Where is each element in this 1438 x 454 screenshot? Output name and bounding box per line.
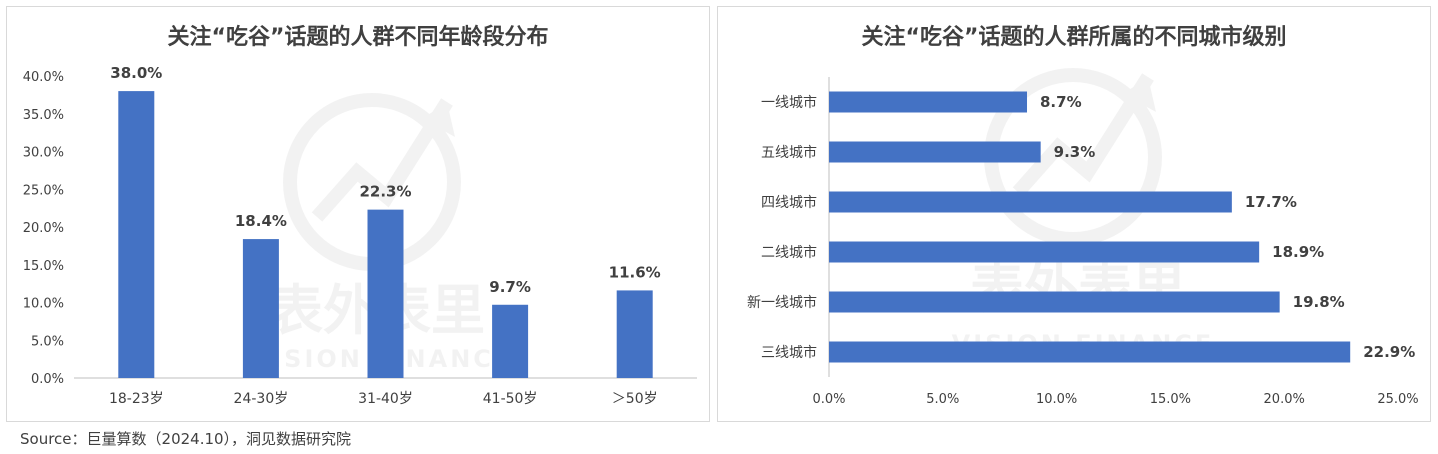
x-tick-label: 20.0% (1264, 392, 1305, 407)
y-tick-label: 25.0% (23, 183, 64, 198)
bar (616, 290, 653, 378)
x-tick-label: 15.0% (1150, 392, 1191, 407)
x-tick-label: ＞50岁 (612, 391, 658, 407)
y-tick-label: 四线城市 (761, 194, 817, 211)
source-note: Source：巨量算数（2024.10），洞见数据研究院 (20, 430, 352, 448)
y-tick-label: 15.0% (23, 259, 64, 274)
y-tick-label: 五线城市 (761, 144, 817, 161)
age-chart-title: 关注“吃谷”话题的人群不同年龄段分布 (167, 25, 549, 50)
bar (829, 91, 1028, 113)
data-label: 18.9% (1272, 243, 1324, 261)
bar (367, 209, 404, 378)
data-label: 9.3% (1054, 143, 1096, 161)
y-tick-label: 新一线城市 (747, 294, 817, 311)
bar (242, 239, 279, 378)
data-label: 11.6% (609, 263, 661, 281)
y-tick-label: 0.0% (31, 372, 64, 387)
data-label: 19.8% (1293, 293, 1345, 311)
data-label: 22.3% (359, 183, 411, 201)
city-chart-title: 关注“吃谷”话题的人群所属的不同城市级别 (861, 25, 1287, 50)
y-tick-label: 30.0% (23, 146, 64, 161)
y-tick-label: 三线城市 (761, 344, 817, 361)
bar (829, 291, 1280, 313)
x-tick-label: 25.0% (1377, 392, 1418, 407)
city-chart-panel: 关注“吃谷”话题的人群所属的不同城市级别 表外表里 VISION FINANCE… (717, 6, 1431, 422)
bar (829, 341, 1351, 363)
watermark-logo-right: 表外表里 VISION FINANCE (952, 68, 1211, 358)
bar (829, 141, 1041, 163)
bar (829, 241, 1260, 263)
y-tick-label: 20.0% (23, 221, 64, 236)
age-bar-chart: 表外表里 VISION FINANCE 0.0%5.0%10.0%15.0%20… (23, 64, 697, 407)
y-tick-label: 二线城市 (761, 244, 817, 261)
data-label: 17.7% (1245, 193, 1297, 211)
y-tick-label: 40.0% (23, 70, 64, 85)
x-tick-label: 5.0% (926, 392, 959, 407)
y-tick-label: 35.0% (23, 108, 64, 123)
x-tick-label: 24-30岁 (234, 391, 289, 407)
y-tick-label: 一线城市 (761, 94, 817, 111)
y-tick-label: 10.0% (23, 297, 64, 312)
x-tick-label: 18-23岁 (109, 391, 164, 407)
bar (118, 91, 155, 378)
data-label: 8.7% (1040, 93, 1082, 111)
data-label: 18.4% (235, 212, 287, 230)
city-bar-chart: 表外表里 VISION FINANCE 0.0% 5.0% 10.0% 15.0% 20… (747, 68, 1419, 407)
data-label: 22.9% (1363, 343, 1415, 361)
x-tick-label: 31-40岁 (358, 391, 413, 407)
x-tick-label: 41-50岁 (483, 391, 538, 407)
x-tick-label: 0.0% (812, 392, 845, 407)
x-tick-label: 10.0% (1036, 392, 1077, 407)
bar (492, 304, 529, 378)
data-label: 38.0% (110, 64, 162, 82)
data-label: 9.7% (489, 278, 531, 296)
y-tick-label: 5.0% (31, 334, 64, 349)
bar (829, 191, 1232, 213)
age-chart-panel: 关注“吃谷”话题的人群不同年龄段分布 表外表里 VISION FINANCE 0… (6, 6, 710, 422)
